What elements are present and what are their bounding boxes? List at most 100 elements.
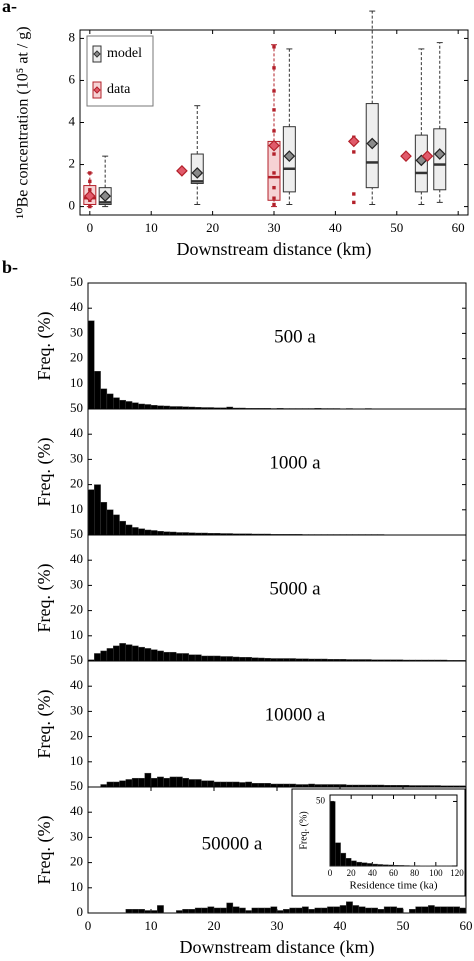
y-axis-label: Freq. (%) — [34, 564, 55, 633]
histogram-bar — [150, 649, 158, 662]
histogram-bar — [421, 906, 429, 914]
mean-marker — [191, 167, 204, 179]
histogram-bar — [283, 909, 290, 914]
data-point — [272, 202, 276, 207]
panel: 10 20 30 40 50 Freq. (%) 5000 a — [34, 526, 467, 662]
data-point — [272, 129, 276, 133]
panel-annotation: 5000 a — [269, 578, 321, 599]
histogram-bar — [119, 520, 127, 536]
histogram-bar — [226, 656, 234, 662]
histogram-bar — [213, 781, 221, 788]
histogram-bar — [112, 397, 120, 410]
x-tick-label: 30 — [268, 220, 281, 235]
histogram-bar — [112, 781, 120, 788]
histogram-bar — [238, 782, 246, 788]
histogram-bar — [356, 861, 362, 867]
y-tick-label: 30 — [70, 828, 83, 843]
data-point — [272, 45, 276, 49]
histogram-bar — [257, 907, 265, 914]
x-tick-label: 0 — [85, 918, 92, 933]
legend-marker — [93, 50, 101, 58]
mean-marker — [433, 148, 446, 160]
histogram-bar — [100, 388, 108, 410]
histogram-bar — [220, 907, 227, 914]
histogram-bar — [131, 645, 139, 662]
histogram-bar — [371, 907, 379, 914]
data-point — [272, 66, 276, 70]
histogram-bar — [398, 865, 405, 867]
histogram-bar — [207, 906, 215, 914]
histogram-bar — [415, 906, 423, 914]
histogram-bar — [100, 650, 108, 662]
panel: 10 20 30 40 50 Freq. (%) 10000 a — [34, 652, 467, 788]
data-point — [272, 89, 276, 93]
histogram-bar — [220, 781, 227, 788]
mean-marker — [366, 137, 379, 150]
x-tick-label: 80 — [410, 868, 420, 878]
histogram-bar — [138, 528, 145, 536]
histogram-bar — [150, 777, 158, 788]
data-point — [352, 192, 356, 196]
x-tick-label: 0 — [328, 868, 333, 878]
inset-background — [291, 788, 466, 897]
x-tick-label: 20 — [206, 220, 219, 235]
x-tick-label: 40 — [368, 868, 378, 878]
histogram-bar — [157, 905, 164, 914]
histogram-bar — [131, 909, 139, 914]
histogram-bar — [182, 777, 190, 788]
histogram-bar — [125, 909, 133, 914]
histogram-bar — [112, 514, 120, 536]
y-tick-label: 10 — [70, 375, 83, 390]
data-point — [272, 171, 276, 175]
y-tick-label: 8 — [69, 29, 76, 44]
histogram-bar — [446, 906, 454, 914]
y-tick-label: 20 — [70, 728, 83, 743]
histogram-bar — [207, 655, 215, 662]
histogram-bar — [372, 863, 378, 867]
histogram-bar — [366, 863, 373, 867]
y-tick-label: 2 — [69, 156, 76, 171]
panel-annotation: 500 a — [274, 326, 316, 347]
histogram-bar — [94, 371, 101, 410]
histogram-bar — [393, 865, 399, 867]
y-tick-label: 40 — [70, 803, 83, 818]
x-tick-label: 50 — [390, 220, 403, 235]
x-tick-label: 50 — [397, 918, 410, 933]
data-point — [272, 108, 276, 112]
histogram-bar — [131, 777, 139, 788]
panel-label: b- — [2, 257, 18, 277]
histogram-bar — [213, 907, 221, 914]
histogram-bar — [150, 405, 158, 410]
legend-label: data — [107, 82, 131, 97]
x-tick-label: 100 — [429, 868, 443, 878]
legend-marker — [93, 86, 101, 94]
data-point — [272, 185, 276, 190]
histogram-bar — [175, 776, 183, 788]
histogram-bar — [182, 653, 190, 662]
histogram-bar — [257, 783, 265, 788]
histogram-bar — [201, 907, 208, 914]
histogram-bar — [144, 772, 152, 788]
histogram-bar — [238, 657, 246, 662]
histogram-bar — [125, 779, 133, 788]
histogram-bar — [144, 910, 152, 914]
y-tick-label: 10 — [70, 627, 83, 642]
x-tick-label: 40 — [334, 918, 347, 933]
y-tick-label: 0 — [69, 198, 76, 213]
histogram-bar — [245, 910, 253, 914]
y-tick-label: 50 — [70, 778, 83, 793]
mean-marker — [176, 165, 188, 177]
histogram-bar — [201, 780, 208, 788]
y-tick-label: 30 — [70, 450, 83, 465]
y-axis-label: Freq. (%) — [298, 811, 309, 849]
data-point — [352, 150, 356, 154]
histogram-bar — [182, 909, 190, 914]
histogram-bar — [396, 907, 404, 914]
histogram-bar — [106, 648, 114, 662]
histogram-bar — [377, 864, 384, 867]
data-point — [88, 204, 92, 209]
histogram-bar — [365, 907, 372, 914]
histogram-bar — [232, 656, 240, 662]
histogram-bar — [194, 907, 202, 914]
